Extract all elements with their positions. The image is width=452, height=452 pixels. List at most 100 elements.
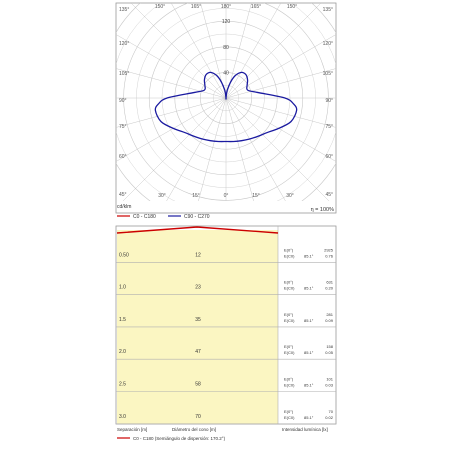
angle-label-left: 120° (119, 41, 129, 47)
angle-label-left: 105° (119, 71, 129, 77)
angle-label-top: 165° (251, 4, 261, 10)
angle-label-right: 120° (323, 41, 333, 47)
polar-spoke (130, 3, 227, 99)
legend-label-c0: C0 - C180 (133, 214, 156, 220)
row-cone-diameter: 23 (195, 285, 201, 291)
radial-tick-label: 40 (223, 70, 229, 76)
row-e0-label: E(0°) (284, 377, 294, 382)
angle-label-right: 45° (325, 192, 333, 198)
angle-label-left: 90° (119, 98, 127, 104)
angle-label-top: 150° (287, 4, 297, 10)
radial-tick-label: 120 (222, 19, 231, 25)
row-e0-value: 281 (326, 312, 333, 317)
row-ec-angle: 85.1° (304, 383, 314, 388)
row-ec-label: E(C0) (284, 286, 295, 291)
angle-label-bottom: 15° (192, 193, 200, 199)
polar-spoke (116, 97, 227, 128)
polar-spoke (166, 97, 227, 201)
polar-grid-lines (116, 3, 336, 201)
row-cone-diameter: 47 (195, 349, 201, 355)
angle-label-right: 105° (323, 71, 333, 77)
table-legend-label: C0 - C180 (Semiángulo de dispersión: 170… (133, 436, 226, 441)
footer-separation: Separación [m] (117, 427, 147, 432)
polar-spoke (122, 97, 227, 201)
row-ec-angle: 85.1° (304, 318, 314, 323)
table-rows: 0.50 12 E(0°) 2925 E(C0) 85.1° 0.76 1.0 23 E(0°) 6… (116, 247, 336, 425)
unit-label: cd/klm (117, 204, 131, 210)
row-ec-angle: 85.1° (304, 350, 314, 355)
angle-label-right: 60° (325, 154, 333, 160)
polar-grid (116, 3, 336, 201)
efficiency-label: η = 100% (311, 207, 335, 213)
angle-label-top: 165° (191, 4, 201, 10)
cone-top-curve-c0 (116, 226, 279, 234)
polar-angle-labels: 135° 120° 105° 90° 75° 60° 45° 135° 120° 105° 90° 7… (119, 4, 333, 199)
angle-label-bottom: 0° (224, 193, 229, 199)
row-separation: 0.50 (119, 252, 129, 258)
row-separation: 1.0 (119, 285, 126, 291)
polar-spoke (198, 97, 227, 201)
row-e0-label: E(0°) (284, 409, 294, 414)
row-ec-value: 0.02 (325, 415, 334, 420)
row-e0-label: E(0°) (284, 280, 294, 285)
angle-label-top: 180° (221, 4, 231, 10)
row-ec-label: E(C0) (284, 415, 295, 420)
angle-label-right: 75° (325, 124, 333, 130)
row-e0-value: 158 (326, 344, 333, 349)
angle-label-right: 135° (323, 7, 333, 13)
polar-spoke (225, 3, 252, 99)
row-ec-value: 0.20 (325, 286, 334, 291)
angle-label-bottom: 30° (158, 193, 166, 199)
row-ec-label: E(C0) (284, 253, 295, 258)
polar-spoke (170, 3, 227, 99)
angle-label-left: 135° (119, 7, 129, 13)
legend-label-c90: C90 - C270 (184, 214, 210, 220)
row-cone-diameter: 70 (195, 414, 201, 420)
polar-spoke (225, 97, 254, 201)
polar-spoke (116, 68, 227, 99)
angle-label-left: 75° (119, 124, 127, 130)
row-e0-label: E(0°) (284, 247, 294, 252)
polar-spoke (225, 97, 286, 201)
polar-spoke (225, 97, 336, 162)
row-e0-value: 70 (329, 409, 334, 414)
row-e0-value: 101 (326, 377, 333, 382)
polar-curve-c90-c270 (154, 71, 298, 143)
row-ec-value: 0.09 (325, 318, 334, 323)
row-ec-label: E(C0) (284, 383, 295, 388)
row-ec-angle: 85.1° (304, 415, 314, 420)
row-ec-label: E(C0) (284, 350, 295, 355)
row-ec-label: E(C0) (284, 318, 295, 323)
row-ec-angle: 85.1° (304, 286, 314, 291)
radial-tick-label: 80 (223, 45, 229, 51)
row-separation: 1.5 (119, 317, 126, 323)
angle-label-left: 45° (119, 192, 127, 198)
row-ec-value: 0.76 (325, 253, 334, 258)
angle-label-bottom: 30° (286, 193, 294, 199)
row-ec-value: 0.03 (325, 383, 334, 388)
row-e0-label: E(0°) (284, 312, 294, 317)
polar-spoke (225, 34, 336, 99)
polar-spoke (225, 97, 336, 128)
polar-spoke (116, 97, 227, 162)
polar-spoke (225, 3, 282, 99)
angle-label-top: 150° (155, 4, 165, 10)
row-e0-value: 631 (326, 280, 333, 285)
row-cone-diameter: 12 (195, 252, 201, 258)
footer-cone-diameter: Diámetro del cono [m] (172, 427, 216, 432)
footer-illuminance: Intensidad lumínica [lx] (282, 427, 328, 432)
row-cone-diameter: 35 (195, 317, 201, 323)
polar-radial-labels: 4080120160 (222, 19, 231, 76)
polar-curves (154, 71, 298, 143)
row-e0-value: 2925 (324, 247, 334, 252)
row-separation: 2.5 (119, 382, 126, 388)
polar-spoke (225, 97, 330, 201)
angle-label-left: 60° (119, 154, 127, 160)
row-ec-angle: 85.1° (304, 253, 314, 258)
row-separation: 2.0 (119, 349, 126, 355)
row-separation: 3.0 (119, 414, 126, 420)
row-cone-diameter: 58 (195, 382, 201, 388)
row-ec-value: 0.05 (325, 350, 334, 355)
polar-spoke (225, 3, 322, 99)
